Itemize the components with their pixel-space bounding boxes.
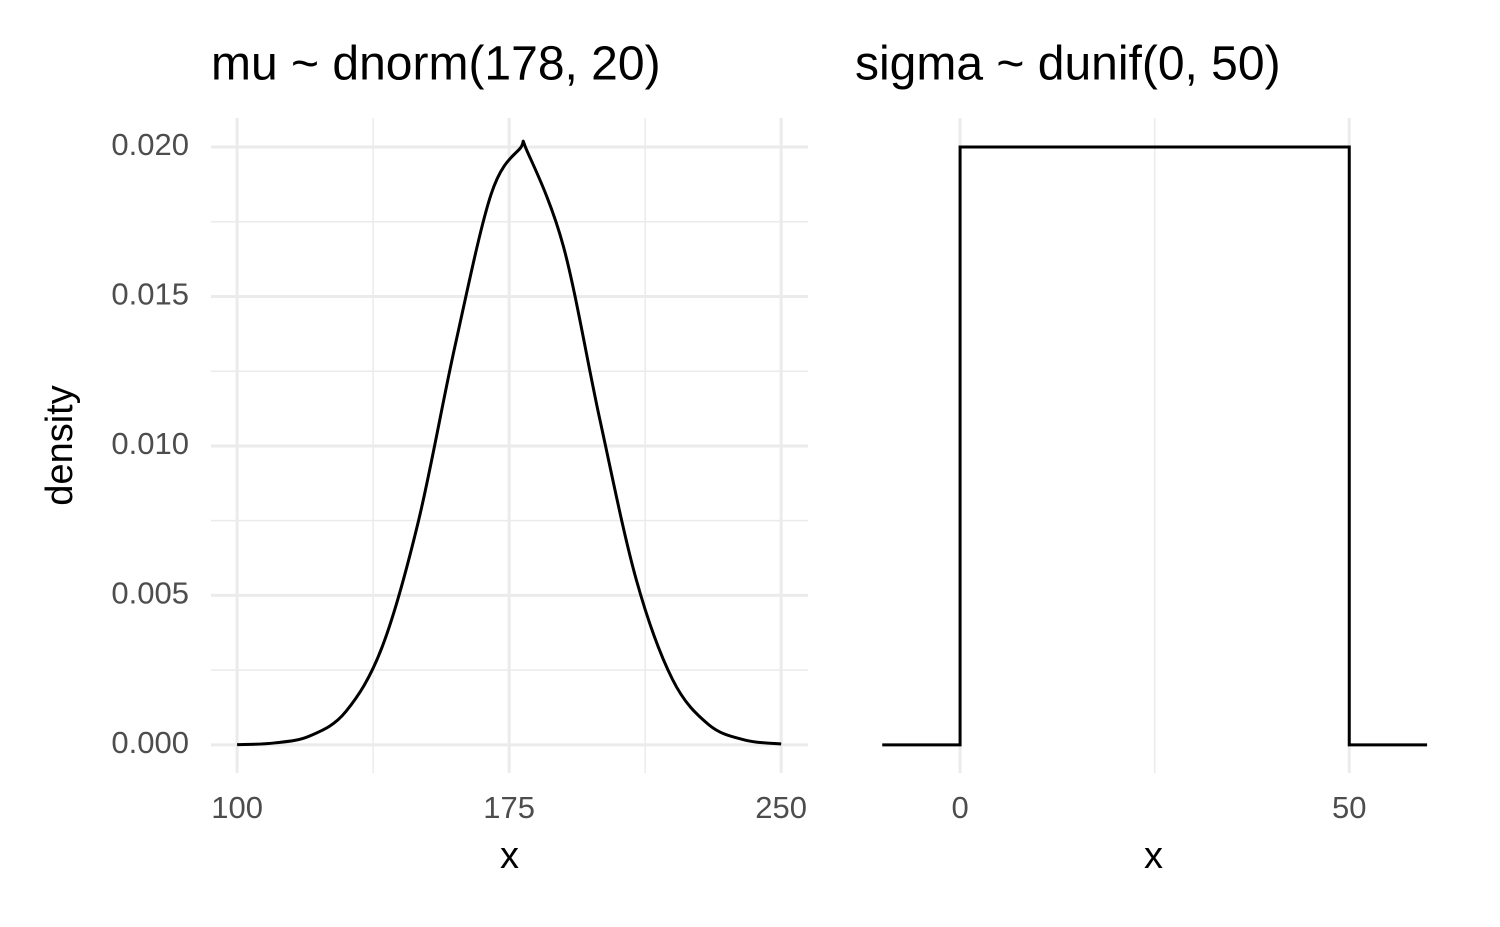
- x-axis-title: x: [500, 835, 519, 877]
- y-tick-label: 0.005: [111, 576, 189, 611]
- y-tick-label: 0.020: [111, 127, 189, 162]
- chart-title: sigma ~ dunif(0, 50): [855, 38, 1281, 91]
- y-tick-label: 0.015: [111, 277, 189, 312]
- x-axis-title: x: [1144, 835, 1163, 877]
- y-axis-title: density: [39, 385, 81, 505]
- y-tick-label: 0.010: [111, 426, 189, 461]
- chart-title: mu ~ dnorm(178, 20): [211, 38, 661, 91]
- x-tick-label: 175: [483, 790, 535, 825]
- x-tick-label: 50: [1332, 790, 1366, 825]
- x-tick-label: 100: [211, 790, 263, 825]
- density-line: [237, 139, 782, 747]
- density-line: [882, 145, 1428, 747]
- x-tick-label: 0: [951, 790, 968, 825]
- y-tick-label: 0.000: [111, 725, 189, 760]
- x-tick-label: 250: [755, 790, 807, 825]
